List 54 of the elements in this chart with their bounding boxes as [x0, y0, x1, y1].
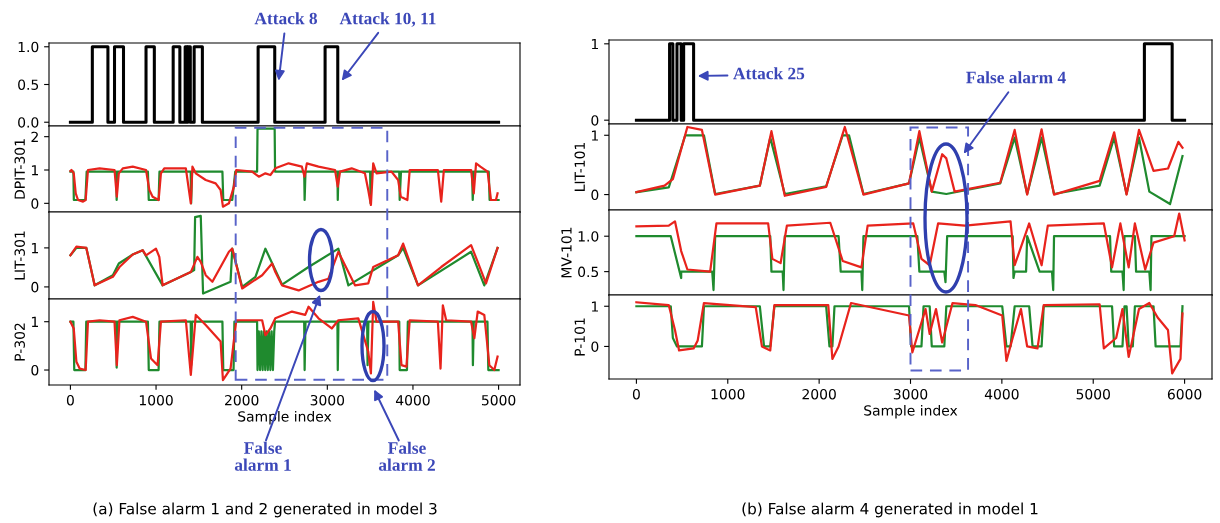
line-series: [69, 300, 499, 382]
y-tick-label: 0: [591, 115, 599, 126]
annotation: False alarm 4: [966, 71, 1066, 84]
y-tick-label: 1.0: [578, 231, 599, 242]
line-series: [635, 301, 1184, 375]
line-series: [69, 162, 499, 208]
x-tick-label: 5000: [481, 394, 516, 406]
y-tick-label: 0: [591, 341, 599, 352]
y-tick-label: 0: [31, 281, 39, 293]
y-axis-title: P-302: [14, 323, 25, 361]
annotation: Attack 8: [254, 12, 318, 25]
annotation: Attack 25: [733, 67, 805, 80]
x-tick-label: 5000: [1076, 388, 1110, 400]
y-tick-label: 1: [31, 165, 38, 176]
text: (b) False alarm 4 generated in model 1: [742, 502, 1038, 518]
y-tick-label: 0: [31, 198, 39, 209]
y-tick-label: 1: [591, 130, 598, 141]
y-tick-label: 1.0: [18, 41, 39, 53]
x-tick-label: 1000: [139, 394, 173, 406]
line-series: [69, 242, 499, 292]
line-series: [635, 125, 1184, 197]
x-tick-label: 4000: [984, 388, 1019, 400]
y-tick-label: 2: [31, 131, 38, 142]
y-tick-label: 1: [591, 301, 598, 312]
x-tick-label: 6000: [1167, 388, 1202, 400]
y-tick-label: 0: [31, 364, 39, 376]
y-tick-label: 0.5: [18, 79, 39, 90]
x-tick-label: 1000: [711, 388, 745, 400]
y-tick-label: 1: [31, 243, 38, 254]
y-axis-title: MV-101: [561, 227, 572, 278]
x-tick-label: 2000: [802, 388, 836, 400]
y-axis-title: LIT-301: [14, 231, 25, 280]
y-tick-label: 0.5: [578, 266, 599, 278]
text: (a) False alarm 1 and 2 generated in model 3: [93, 502, 437, 518]
x-tick-label: 3000: [310, 394, 345, 406]
x-tick-label: 0: [66, 394, 74, 406]
text: False alarm 1: [234, 441, 291, 471]
annotation: Attack 10, 11: [339, 12, 436, 27]
line-series: [69, 320, 500, 372]
y-tick-label: 0.0: [18, 117, 39, 128]
y-tick-label: 1: [591, 38, 598, 50]
line-series: [635, 235, 1186, 292]
x-tick-label: 0: [632, 388, 640, 400]
x-axis-title: Sample index: [864, 404, 958, 419]
x-tick-label: 3000: [893, 388, 928, 400]
text: False alarm 2: [378, 441, 435, 471]
y-axis-title: P-101: [574, 318, 585, 356]
x-tick-label: 2000: [225, 394, 259, 406]
y-tick-label: 1: [31, 316, 38, 327]
y-axis-title: DPIT-301: [14, 139, 25, 199]
y-axis-title: LIT-101: [574, 143, 585, 191]
x-tick-label: 4000: [395, 394, 430, 406]
line-series: [635, 212, 1186, 273]
y-tick-label: 0: [591, 189, 599, 201]
